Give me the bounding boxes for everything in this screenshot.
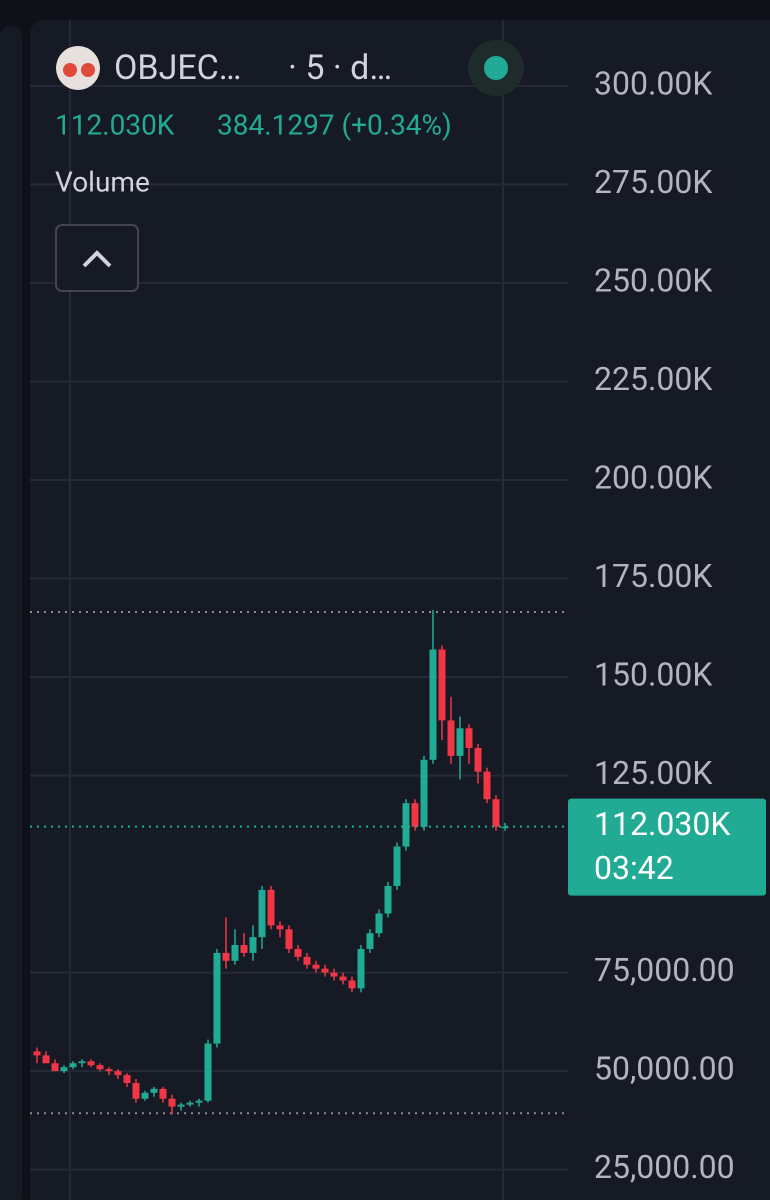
icon-detail xyxy=(81,63,95,77)
candle-body xyxy=(114,1071,122,1076)
candle-body xyxy=(483,771,491,800)
last-price: 112.030K xyxy=(55,108,175,141)
candle-body xyxy=(150,1088,158,1093)
candle-body xyxy=(339,976,347,981)
y-tick-label: 50,000.00 xyxy=(594,1050,735,1088)
indicator-name: Volume xyxy=(55,165,150,198)
candle-body xyxy=(330,972,338,977)
candle-body xyxy=(105,1069,113,1072)
candle-body xyxy=(438,649,446,721)
candle-body xyxy=(411,803,419,827)
chart-panel xyxy=(30,20,770,1200)
candle-body xyxy=(267,889,275,926)
candle-body xyxy=(96,1065,104,1070)
candle-body xyxy=(366,933,374,949)
y-tick-label: 25,000.00 xyxy=(594,1148,735,1186)
candle-body xyxy=(204,1043,212,1101)
candle-body xyxy=(168,1098,176,1107)
candle-body xyxy=(33,1051,41,1056)
candle-body xyxy=(249,937,257,953)
candle-body xyxy=(186,1102,194,1105)
candle-body xyxy=(69,1063,77,1068)
grid xyxy=(69,20,504,1200)
candle-body xyxy=(303,956,311,965)
price-axis: 300.00K 275.00K 250.00K 225.00K 200.00K 175.0… xyxy=(568,64,766,1186)
candle-body xyxy=(213,952,221,1044)
candle-body xyxy=(420,759,428,827)
plot xyxy=(30,84,568,1171)
countdown: 03:42 xyxy=(594,849,674,887)
price-change: 384.1297 (+0.34%) xyxy=(217,108,452,141)
candle-body xyxy=(276,925,284,930)
candle-body xyxy=(384,885,392,914)
candle-body xyxy=(294,948,302,957)
status-dot xyxy=(484,56,508,80)
candle-body xyxy=(312,964,320,969)
candle-body xyxy=(177,1104,185,1107)
candle-body xyxy=(159,1088,167,1099)
collapse-button[interactable] xyxy=(55,224,139,292)
y-tick-label: 200.00K xyxy=(594,458,713,496)
candle-body xyxy=(357,948,365,989)
candle-body xyxy=(78,1061,86,1064)
candle-body xyxy=(501,826,509,829)
header: OBJEC… · 5 · d… 112.030K 384.1297 (+0.34… xyxy=(55,40,524,292)
y-tick-label: 75,000.00 xyxy=(594,951,735,989)
candle-body xyxy=(393,846,401,886)
candle-body xyxy=(474,747,482,772)
candle-body xyxy=(456,728,464,756)
candle-body xyxy=(141,1092,149,1099)
interval: · 5 · d… xyxy=(288,48,392,88)
icon-detail xyxy=(63,63,77,77)
candle-body xyxy=(231,945,239,961)
candle-body xyxy=(321,968,329,973)
chevron-icon xyxy=(82,250,112,268)
candle-body xyxy=(258,889,266,938)
candle-body xyxy=(51,1063,59,1072)
candle-body xyxy=(87,1061,95,1066)
symbol: OBJEC… xyxy=(114,48,242,88)
y-tick-label: 150.00K xyxy=(594,655,713,693)
candle-body xyxy=(465,728,473,748)
y-tick-label: 275.00K xyxy=(594,163,713,201)
symbol-icon xyxy=(56,46,100,90)
y-tick-label: 175.00K xyxy=(594,557,713,595)
y-tick-label: 125.00K xyxy=(594,754,713,792)
candle-body xyxy=(492,799,500,827)
candle-body xyxy=(195,1100,203,1103)
candle-body xyxy=(447,720,455,756)
candle-body xyxy=(42,1055,50,1064)
side-panel xyxy=(0,26,22,1200)
candle-body xyxy=(60,1067,68,1072)
candle-body xyxy=(375,913,383,934)
candle-body xyxy=(222,952,230,961)
y-tick-label: 300.00K xyxy=(594,64,713,102)
candle-body xyxy=(402,803,410,847)
y-tick-label: 225.00K xyxy=(594,360,713,398)
candle-body xyxy=(132,1082,140,1099)
candle-body xyxy=(348,980,356,989)
candle-body xyxy=(285,929,293,949)
candle-body xyxy=(123,1075,131,1083)
last-price-box xyxy=(568,798,766,896)
candle-body xyxy=(240,945,248,953)
last-price-label: 112.030K xyxy=(594,805,731,843)
candle-body xyxy=(429,649,437,760)
y-tick-label: 250.00K xyxy=(594,261,713,299)
